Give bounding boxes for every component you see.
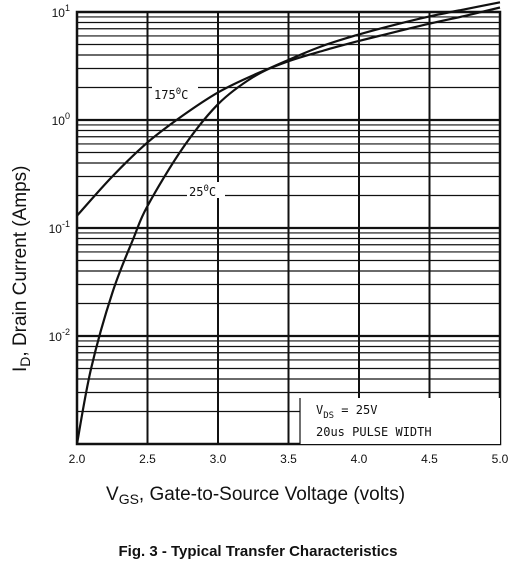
plot-frame [75,10,502,446]
x-tick-label: 5.0 [492,452,509,466]
series-label-175: 1750C [154,87,188,102]
chart-curves [75,1,501,445]
x-axis-label: VGS, Gate-to-Source Voltage (volts) [106,484,405,507]
annotation-line1: VDS = 25V [316,403,377,421]
x-tick-label: 2.0 [69,452,86,466]
y-tick-label: 100 [52,111,70,128]
series-label-25: 250C [189,184,216,199]
annotation-line2: 20us PULSE WIDTH [316,425,432,439]
x-tick-label: 2.5 [139,452,156,466]
series-line-25c [75,1,501,445]
y-tick-labels: 101 100 10-1 10-2 [49,3,70,344]
label-25-bg [187,182,225,198]
x-tick-labels: 2.0 2.5 3.0 3.5 4.0 4.5 5.0 [69,452,509,466]
figure-caption: Fig. 3 - Typical Transfer Characteristic… [119,543,398,560]
x-tick-label: 3.0 [210,452,227,466]
y-axis-label: ID, Drain Current (Amps) [10,165,33,372]
label-175-bg [152,85,198,101]
x-tick-label: 4.5 [421,452,438,466]
chart-grid [77,12,500,444]
series-line-175c [76,6,501,217]
x-tick-label: 4.0 [351,452,368,466]
y-tick-label: 10-1 [49,219,70,236]
y-tick-label: 10-2 [49,327,70,344]
y-tick-label: 101 [52,3,70,20]
x-tick-label: 3.5 [280,452,297,466]
annotation-box [300,398,500,444]
